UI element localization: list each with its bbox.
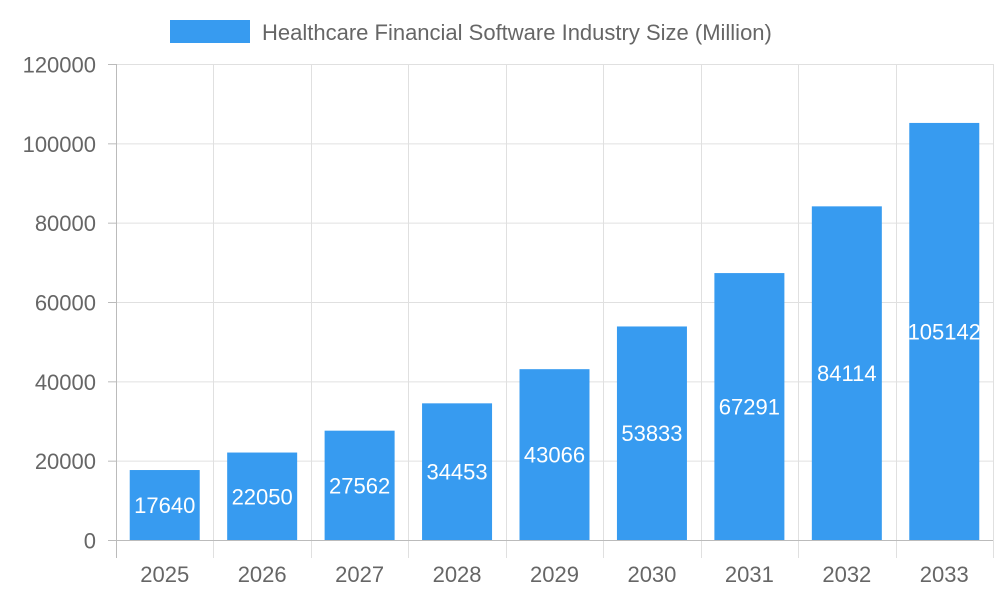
- bar-2027: [324, 430, 395, 540]
- bar-2026: [227, 452, 298, 540]
- legend-label: Healthcare Financial Software Industry S…: [262, 20, 772, 45]
- y-tick-label: 40000: [35, 370, 96, 395]
- x-tick-label: 2033: [920, 562, 969, 587]
- data-label-2030: 53833: [621, 421, 682, 446]
- data-label-2032: 84114: [817, 361, 877, 386]
- data-label-2028: 34453: [426, 460, 487, 485]
- x-tick-label: 2027: [335, 562, 384, 587]
- data-label-2029: 43066: [524, 443, 585, 468]
- x-tick-label: 2025: [140, 562, 189, 587]
- bar-2030: [616, 326, 687, 540]
- x-tick-label: 2026: [238, 562, 287, 587]
- y-tick-label: 60000: [35, 291, 96, 316]
- data-label-2025: 17640: [134, 493, 195, 518]
- bars: 17640 22050 27562 34453 43066 53833 67291 84114…: [129, 122, 981, 541]
- legend[interactable]: Healthcare Financial Software Industry S…: [170, 20, 772, 45]
- y-tick-label: 20000: [35, 449, 96, 474]
- bar-2033: [909, 122, 980, 540]
- legend-swatch: [170, 20, 250, 43]
- bar-2031: [714, 273, 785, 540]
- grid: [116, 64, 994, 540]
- y-tick-label: 0: [84, 529, 96, 554]
- data-label-2033: 105142: [908, 319, 981, 344]
- y-tick-label: 80000: [35, 211, 96, 236]
- data-label-2026: 22050: [232, 484, 293, 509]
- data-label-2031: 67291: [719, 395, 780, 420]
- x-tick-label: 2029: [530, 562, 579, 587]
- x-tick-label: 2030: [627, 562, 676, 587]
- x-tick-label: 2031: [725, 562, 774, 587]
- axes: 0 20000 40000 60000 80000 100000 120000 2025 202…: [23, 53, 994, 587]
- bar-2032: [811, 206, 882, 541]
- data-label-2027: 27562: [329, 473, 390, 498]
- y-tick-label: 120000: [23, 53, 96, 78]
- bar-2028: [422, 403, 493, 540]
- bar-2025: [129, 470, 200, 540]
- bar-2029: [519, 369, 590, 540]
- y-tick-label: 100000: [23, 132, 96, 157]
- x-tick-label: 2028: [433, 562, 482, 587]
- x-tick-label: 2032: [822, 562, 871, 587]
